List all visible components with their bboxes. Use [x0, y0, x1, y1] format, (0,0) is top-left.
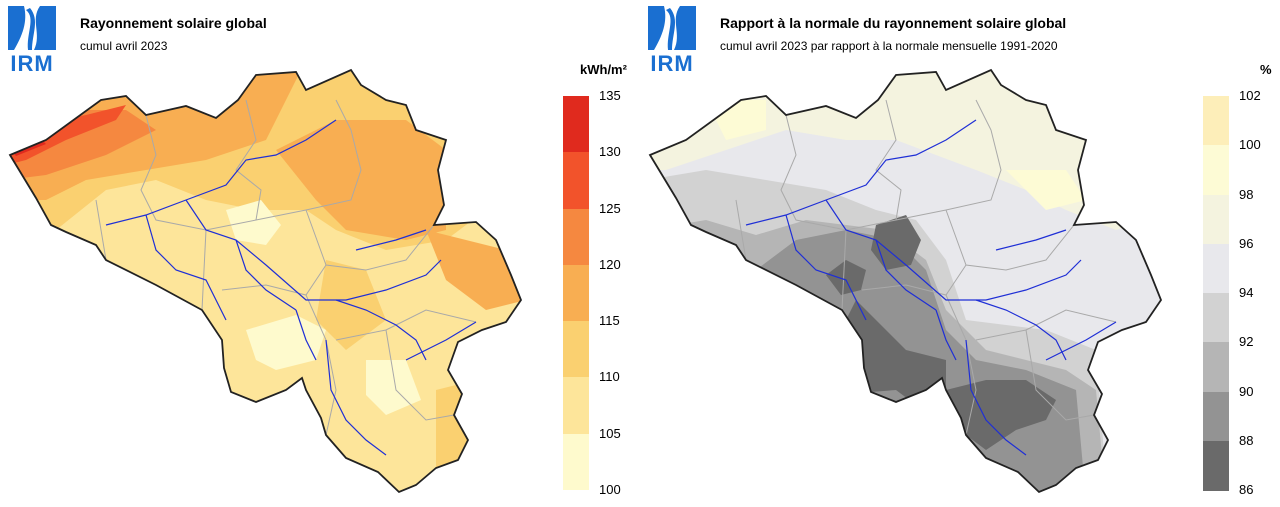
province-borders	[735, 99, 1117, 436]
legend-tick-label: 98	[1239, 186, 1254, 202]
legend-color-bin	[563, 96, 589, 153]
right-panel: IRM Rapport à la normale du rayonnement …	[640, 0, 1280, 507]
belgium-radiation-map	[8, 68, 523, 494]
irm-logo: IRM	[6, 4, 58, 76]
legend-unit: kWh/m²	[580, 62, 627, 77]
legend-tick-label: 96	[1239, 235, 1254, 251]
legend-tick-label: 100	[599, 482, 621, 497]
province-borders	[95, 99, 477, 436]
legend-tick-label: 100	[1239, 137, 1261, 153]
legend-color-bin	[1203, 342, 1229, 392]
legend-color-bin	[563, 321, 589, 378]
legend-color-bin	[1203, 391, 1229, 442]
left-panel: IRM Rayonnement solaire global cumul avr…	[6, 4, 627, 497]
legend-tick-label: 130	[599, 144, 621, 160]
irm-logo-mark	[8, 6, 56, 50]
legend-tick-label: 94	[1239, 285, 1254, 300]
legend-color-bin	[1203, 293, 1229, 343]
legend-tick-label: 102	[1239, 88, 1261, 103]
rivers	[745, 119, 1117, 456]
belgium-border	[648, 68, 1163, 494]
map-subtitle: cumul avril 2023 par rapport à la normal…	[720, 39, 1058, 53]
legend-tick-label: 90	[1239, 383, 1254, 399]
legend-color-bin	[1203, 145, 1229, 195]
logo-text: IRM	[650, 51, 694, 76]
legend-tick-label: 135	[599, 88, 621, 103]
color-legend: 102 100 98 96 94 92 90 88 86	[1203, 89, 1261, 497]
legend-color-bin	[563, 433, 589, 491]
legend-tick-label: 92	[1239, 334, 1254, 350]
belgium-border	[8, 68, 523, 494]
legend-tick-label: 88	[1239, 432, 1254, 448]
legend-unit: %	[1260, 62, 1272, 77]
legend-tick-label: 125	[599, 200, 621, 216]
irm-logo-mark	[648, 6, 696, 50]
map-subtitle: cumul avril 2023	[80, 39, 168, 53]
color-legend: 135 130 125 120 115 110 105 100	[563, 89, 621, 497]
map-title: Rayonnement solaire global	[80, 15, 267, 31]
legend-color-bin	[1203, 96, 1229, 146]
legend-color-bin	[563, 152, 589, 210]
rivers	[105, 119, 477, 456]
legend-tick-label: 120	[599, 256, 621, 272]
legend-tick-label: 115	[599, 313, 620, 329]
belgium-ratio-map	[648, 68, 1163, 494]
legend-color-bin	[563, 208, 589, 266]
legend-tick-label: 86	[1239, 482, 1254, 497]
legend-color-bin	[1203, 440, 1229, 491]
logo-text: IRM	[10, 51, 54, 76]
legend-color-bin	[1203, 243, 1229, 294]
irm-logo: IRM	[646, 4, 698, 76]
map-title: Rapport à la normale du rayonnement sola…	[720, 15, 1067, 31]
legend-color-bin	[563, 377, 589, 435]
legend-tick-label: 105	[599, 425, 621, 441]
legend-tick-label: 110	[599, 369, 620, 385]
legend-color-bin	[1203, 194, 1229, 245]
legend-color-bin	[563, 264, 589, 322]
